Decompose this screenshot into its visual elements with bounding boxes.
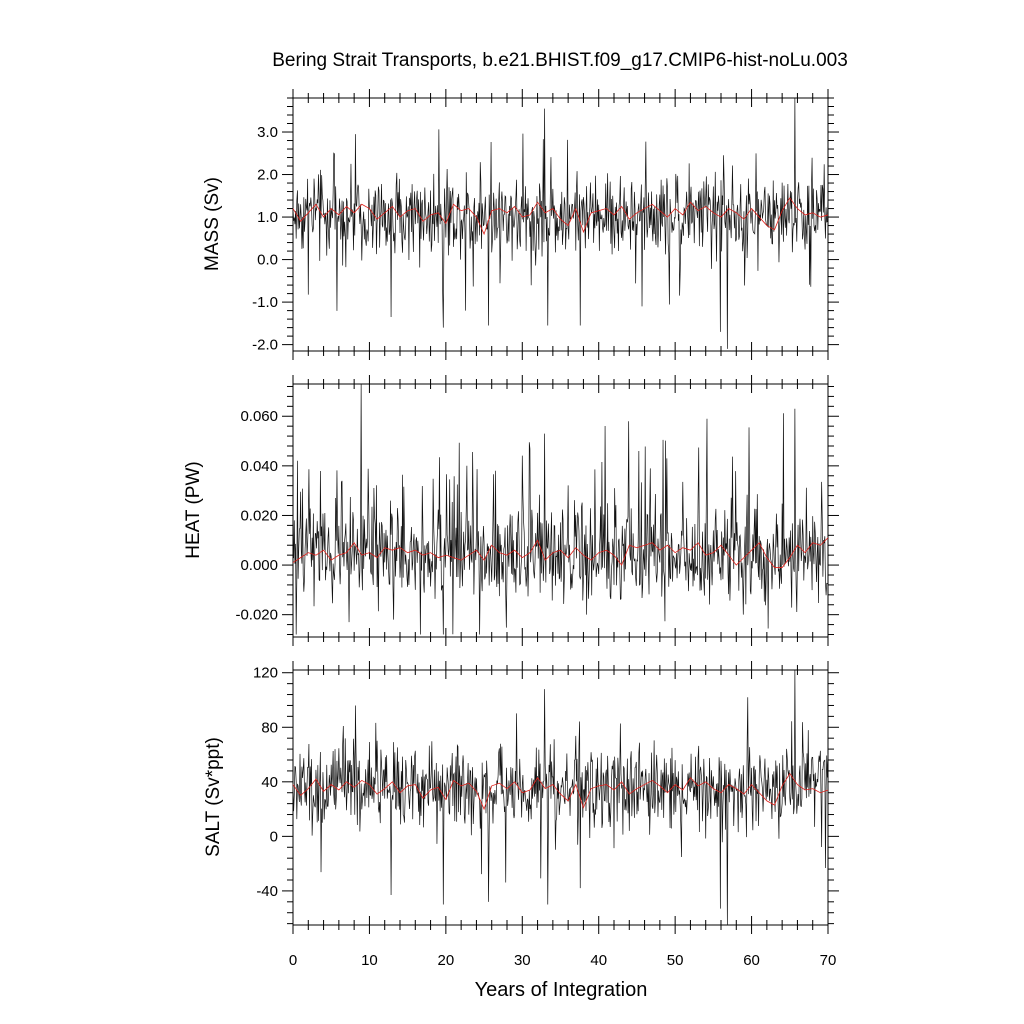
panel-mass-frame [292, 97, 829, 352]
panel-heat-series [292, 383, 829, 635]
y-tick-label: -40 [256, 883, 278, 900]
x-tick-labels: 0 10 20 30 40 50 60 70 [289, 952, 837, 969]
x-tick-label: 30 [514, 952, 531, 969]
y-tick-label: 0 [270, 828, 278, 845]
panel-mass-series [292, 97, 829, 349]
x-tick-label: 0 [289, 952, 297, 969]
x-axis-label: Years of Integration [475, 979, 648, 1001]
panel-salt-monthly-line [292, 669, 829, 926]
y-tick-label: -0.020 [235, 607, 278, 624]
x-tick-label: 70 [820, 952, 837, 969]
chart-title: Bering Strait Transports, b.e21.BHIST.f0… [272, 50, 848, 71]
y-tick-label: 40 [261, 774, 278, 791]
x-tick-label: 50 [667, 952, 684, 969]
panel-salt-annual-line [292, 772, 829, 811]
panel-heat-monthly-line [292, 383, 829, 635]
panel-salt: SALT (Sv*ppt) -40 0 40 80 120 [203, 661, 839, 934]
panel-heat-annual-line [292, 537, 829, 568]
y-tick-label: -1.0 [252, 294, 278, 311]
panel-salt-axes: -40 0 40 80 120 [253, 661, 839, 934]
x-tick-label: 60 [743, 952, 760, 969]
y-tick-label: 0.020 [240, 507, 278, 524]
panel-salt-ylabel: SALT (Sv*ppt) [203, 737, 224, 857]
y-tick-label: -2.0 [252, 337, 278, 354]
panel-heat-axes: -0.020 0.000 0.020 0.040 0.060 [235, 375, 839, 646]
y-tick-label: 1.0 [257, 209, 278, 226]
panel-mass-axes: -2.0 -1.0 0.0 1.0 2.0 3.0 [252, 89, 839, 360]
panel-mass-ylabel: MASS (Sv) [202, 177, 223, 271]
y-tick-label: 0.0 [257, 252, 278, 269]
y-tick-label: 120 [253, 665, 278, 682]
y-tick-label: 0.040 [240, 458, 278, 475]
y-tick-label: 80 [261, 719, 278, 736]
x-tick-label: 10 [361, 952, 378, 969]
y-tick-label: 2.0 [257, 167, 278, 184]
x-tick-label: 40 [590, 952, 607, 969]
x-tick-label: 20 [438, 952, 455, 969]
panel-heat-ylabel: HEAT (PW) [183, 461, 204, 558]
y-tick-label: 0.000 [240, 557, 278, 574]
y-tick-label: 3.0 [257, 124, 278, 141]
y-tick-label: 0.060 [240, 408, 278, 425]
panel-heat-frame [292, 383, 829, 638]
panel-mass-monthly-line [292, 97, 829, 349]
panel-mass-annual-line [292, 197, 829, 236]
panel-mass: MASS (Sv) -2.0 -1.0 0.0 1.0 2.0 3.0 [202, 89, 839, 360]
panel-salt-series [292, 669, 829, 926]
panel-heat: HEAT (PW) -0.020 0.000 0.020 0.040 0.060 [183, 375, 839, 646]
